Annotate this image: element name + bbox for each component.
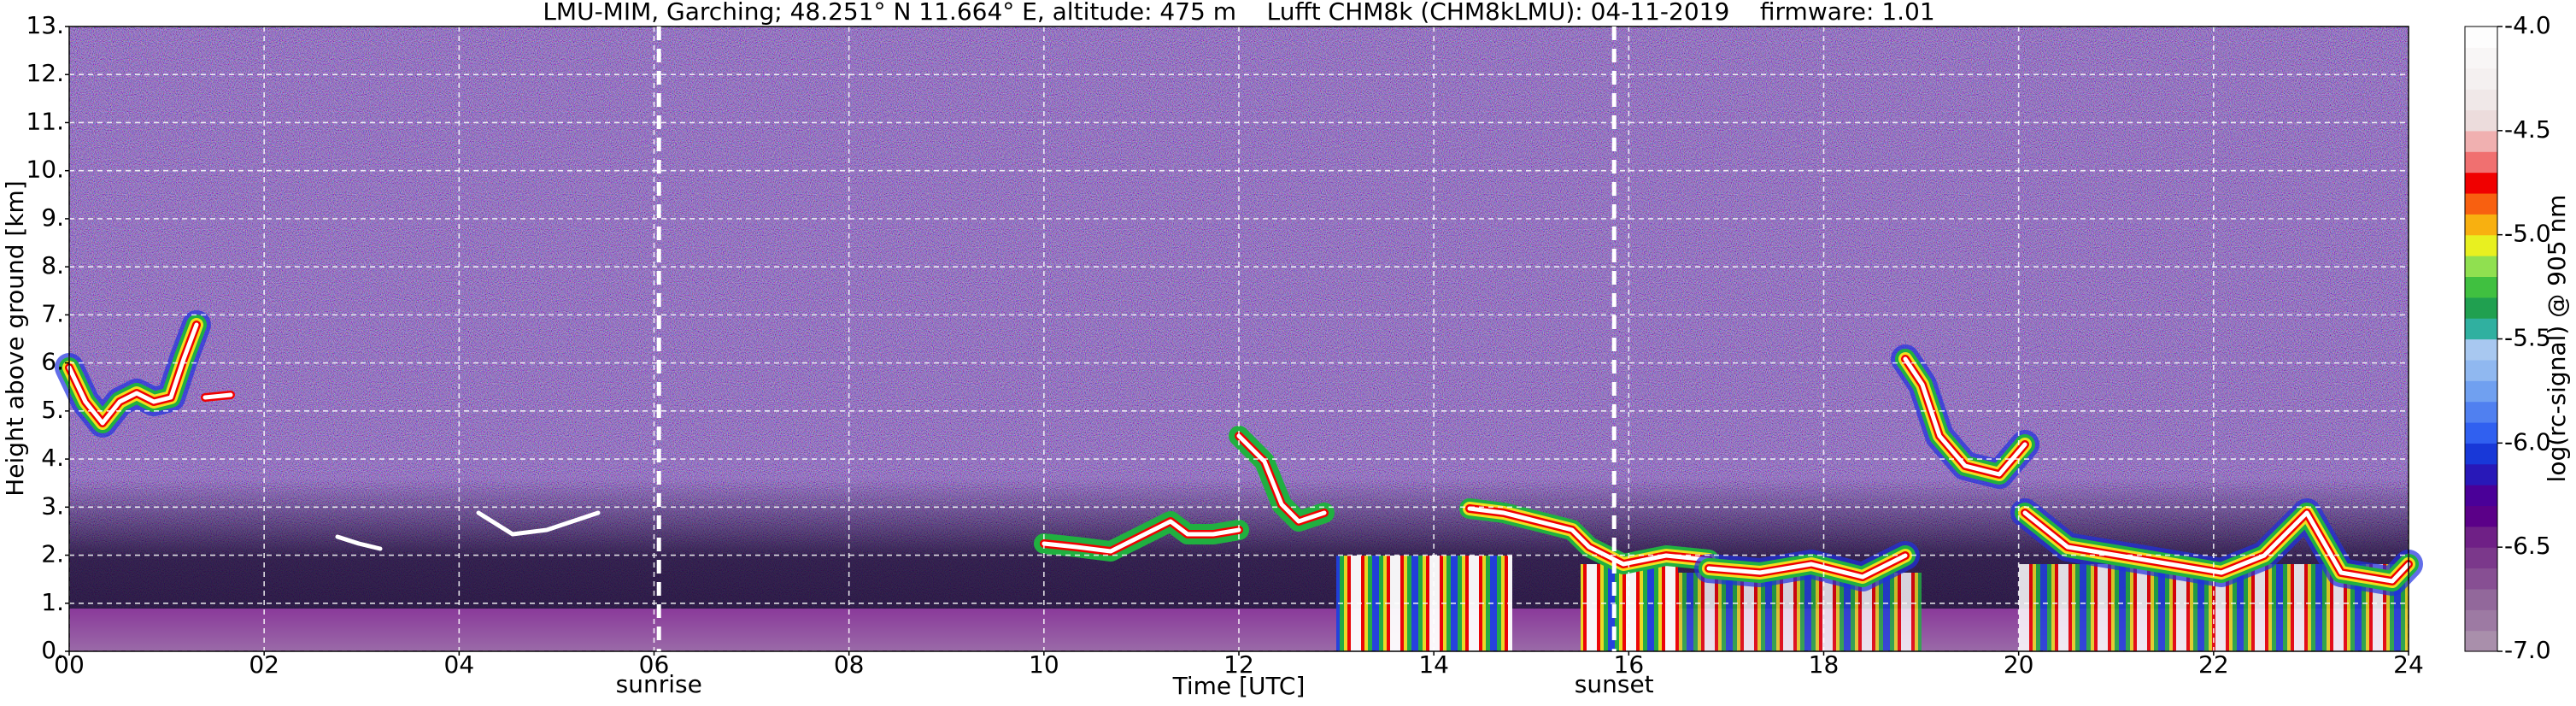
- colorbar-swatch: [2465, 234, 2497, 256]
- x-tick-label: 08: [834, 650, 865, 679]
- colorbar-swatch: [2465, 630, 2497, 652]
- colorbar-swatch: [2465, 172, 2497, 194]
- colorbar-swatch: [2465, 214, 2497, 236]
- colorbar-swatch: [2465, 68, 2497, 90]
- colorbar-swatch: [2465, 26, 2497, 48]
- colorbar-swatch: [2465, 47, 2497, 69]
- colorbar-swatch: [2465, 338, 2497, 361]
- y-axis-label: Height above ground [km]: [1, 180, 29, 497]
- x-tick-label: 04: [444, 650, 475, 679]
- colorbar-swatch: [2465, 421, 2497, 444]
- colorbar-tick-label: -5.0: [2504, 220, 2551, 248]
- colorbar-swatch: [2465, 89, 2497, 111]
- colorbar-swatch: [2465, 526, 2497, 548]
- annotation-label: sunrise: [616, 670, 702, 698]
- chart-title: LMU-MIM, Garching; 48.251° N 11.664° E, …: [543, 0, 1934, 26]
- x-tick-label: 00: [54, 650, 85, 679]
- x-tick-label: 20: [2004, 650, 2034, 679]
- colorbar-swatch: [2465, 380, 2497, 403]
- annotation-label: sunset: [1575, 670, 1654, 698]
- y-tick-label: 11.: [26, 107, 64, 135]
- x-tick-label: 10: [1029, 650, 1059, 679]
- x-tick-label: 12: [1223, 650, 1254, 679]
- colorbar-label: log(rc-signal) @ 905 nm: [2543, 195, 2571, 483]
- y-tick-label: 0.: [41, 636, 64, 664]
- colorbar-tick-label: -4.5: [2504, 115, 2551, 144]
- y-tick-label: 5.: [41, 396, 64, 424]
- x-axis-label: Time [UTC]: [1172, 672, 1306, 700]
- colorbar-swatch: [2465, 192, 2497, 215]
- colorbar-swatch: [2465, 588, 2497, 610]
- colorbar-swatch: [2465, 463, 2497, 485]
- y-tick-label: 4.: [41, 444, 64, 472]
- y-tick-label: 6.: [41, 348, 64, 376]
- colorbar-tick-label: -7.0: [2504, 636, 2551, 664]
- y-tick-label: 7.: [41, 299, 64, 327]
- colorbar-swatch: [2465, 443, 2497, 465]
- colorbar-tick-label: -6.5: [2504, 532, 2551, 560]
- x-tick-label: 14: [1418, 650, 1449, 679]
- colorbar-swatch: [2465, 256, 2497, 277]
- colorbar-swatch: [2465, 359, 2497, 381]
- y-tick-label: 10.: [26, 156, 64, 184]
- colorbar-swatch: [2465, 151, 2497, 174]
- colorbar-tick-label: -6.0: [2504, 427, 2551, 456]
- colorbar-swatch: [2465, 297, 2497, 319]
- x-tick-label: 02: [249, 650, 279, 679]
- colorbar-swatch: [2465, 609, 2497, 632]
- y-tick-label: 9.: [41, 203, 64, 232]
- colorbar-tick-label: -5.5: [2504, 324, 2551, 352]
- x-tick-label: 18: [1809, 650, 1840, 679]
- colorbar-swatch: [2465, 109, 2497, 132]
- colorbar-swatch: [2465, 547, 2497, 569]
- colorbar-swatch: [2465, 318, 2497, 340]
- colorbar-swatch: [2465, 485, 2497, 507]
- colorbar-tick-label: -4.0: [2504, 11, 2551, 39]
- x-tick-label: 06: [639, 650, 670, 679]
- colorbar-swatch: [2465, 505, 2497, 527]
- colorbar-swatch: [2465, 401, 2497, 423]
- y-tick-label: 8.: [41, 251, 64, 279]
- colorbar-swatch: [2465, 130, 2497, 152]
- x-tick-label: 24: [2393, 650, 2424, 679]
- y-tick-label: 12.: [26, 59, 64, 87]
- y-tick-label: 2.: [41, 540, 64, 568]
- y-tick-label: 1.: [41, 588, 64, 616]
- colorbar-swatch: [2465, 568, 2497, 590]
- y-tick-label: 13.: [26, 11, 64, 39]
- colorbar-swatch: [2465, 276, 2497, 298]
- x-tick-label: 22: [2198, 650, 2229, 679]
- y-tick-label: 3.: [41, 491, 64, 520]
- x-tick-label: 16: [1614, 650, 1645, 679]
